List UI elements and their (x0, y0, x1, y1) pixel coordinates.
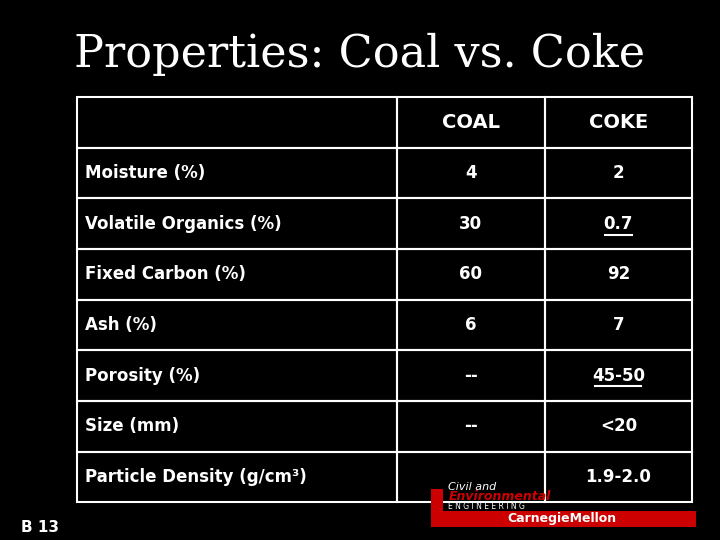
Bar (431, 511, 696, 526)
Text: 6: 6 (465, 316, 477, 334)
Text: CarnegieMellon: CarnegieMellon (507, 512, 616, 525)
Text: Moisture (%): Moisture (%) (85, 164, 205, 182)
Bar (77, 451, 397, 502)
Bar (397, 148, 544, 199)
Text: 0.7: 0.7 (603, 215, 633, 233)
Text: 92: 92 (607, 265, 630, 284)
Bar (544, 199, 692, 249)
Text: Environmental: Environmental (449, 490, 551, 503)
Text: COAL: COAL (442, 113, 500, 132)
Bar (77, 300, 397, 350)
Text: Properties: Coal vs. Coke: Properties: Coal vs. Coke (74, 32, 646, 76)
Bar (397, 401, 544, 451)
Bar (77, 249, 397, 300)
Text: 2: 2 (613, 164, 624, 182)
Text: Particle Density (g/cm³): Particle Density (g/cm³) (85, 468, 307, 486)
Text: <20: <20 (600, 417, 637, 435)
Text: 1.9-2.0: 1.9-2.0 (585, 468, 652, 486)
Bar (544, 300, 692, 350)
Text: 7: 7 (613, 316, 624, 334)
Text: 45-50: 45-50 (592, 367, 645, 384)
Bar (397, 300, 544, 350)
Text: 30: 30 (459, 215, 482, 233)
Bar (544, 249, 692, 300)
Bar (397, 451, 544, 502)
Text: E N G I N E E R I N G: E N G I N E E R I N G (449, 502, 525, 511)
Bar (397, 249, 544, 300)
Text: --: -- (464, 367, 477, 384)
Bar (77, 350, 397, 401)
Text: Ash (%): Ash (%) (85, 316, 156, 334)
Text: Civil and: Civil and (449, 482, 497, 492)
Text: B 13: B 13 (21, 519, 59, 535)
Bar (77, 148, 397, 199)
Text: 4: 4 (465, 164, 477, 182)
Bar (77, 97, 397, 148)
Text: 60: 60 (459, 265, 482, 284)
Bar (397, 199, 544, 249)
Bar (544, 350, 692, 401)
Bar (397, 350, 544, 401)
Bar (544, 148, 692, 199)
Text: --: -- (464, 417, 477, 435)
Bar (544, 451, 692, 502)
Bar (397, 97, 544, 148)
Text: Size (mm): Size (mm) (85, 417, 179, 435)
Bar (544, 97, 692, 148)
Text: Volatile Organics (%): Volatile Organics (%) (85, 215, 282, 233)
Bar (77, 401, 397, 451)
Bar (544, 401, 692, 451)
Text: Porosity (%): Porosity (%) (85, 367, 199, 384)
Text: COKE: COKE (589, 113, 648, 132)
Bar (431, 489, 444, 521)
Text: Fixed Carbon (%): Fixed Carbon (%) (85, 265, 246, 284)
Bar (77, 199, 397, 249)
